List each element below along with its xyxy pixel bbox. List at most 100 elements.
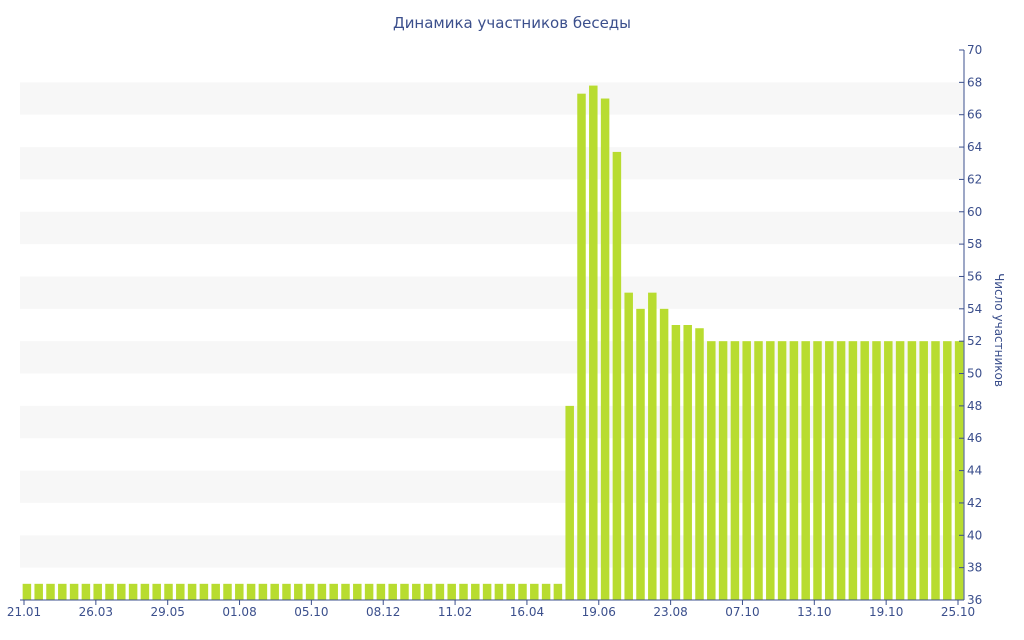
bar [671,325,681,600]
y-tick-label: 38 [967,561,982,575]
y-tick-label: 50 [967,367,982,381]
bars [22,85,964,601]
x-tick-label: 26.03 [79,605,113,619]
bar [943,341,952,600]
bar [494,583,504,600]
y-axis: 36 38 40 42 44 46 48 50 52 54 56 58 60 62 64 66 68 70 [959,43,982,607]
bar [152,583,161,600]
y-tick-label: 64 [967,140,982,154]
bar [777,341,787,600]
x-tick-label: 07.10 [725,605,759,619]
y-axis-title: Число участников [992,273,1006,387]
bar [707,341,716,600]
bar [81,583,91,600]
bar [659,308,669,600]
x-tick-label: 29.05 [151,605,185,619]
grid-band [20,535,964,568]
bar [282,583,291,600]
bar [825,341,834,600]
bar [754,341,763,600]
bar [270,583,279,600]
bar [105,583,114,600]
bar [459,583,468,600]
grid-band [20,341,964,374]
bar [907,341,917,600]
bar [246,583,256,600]
bar [813,341,822,600]
y-tick-label: 58 [967,237,982,251]
bar [789,341,799,600]
bar [836,341,846,600]
y-tick-label: 48 [967,399,982,413]
bar [518,583,527,600]
grid-band [20,82,964,115]
y-tick-label: 46 [967,431,982,445]
bar [612,151,622,601]
bar [506,583,515,600]
bar [872,341,881,600]
grid-band [20,276,964,309]
y-tick-label: 42 [967,496,982,510]
bar [400,583,409,600]
bar [530,583,539,600]
bar [176,583,185,600]
grid-band [20,470,964,503]
grid-band [20,147,964,180]
grid-bands [20,82,964,568]
x-tick-label: 05.10 [294,605,328,619]
x-tick-label: 08.12 [366,605,400,619]
bar [589,85,598,600]
bar [553,583,563,600]
bar [341,583,350,600]
bar [140,583,150,600]
bar [482,583,492,600]
x-tick-label: 01.08 [222,605,256,619]
y-tick-label: 66 [967,108,982,122]
y-tick-label: 40 [967,528,982,542]
x-tick-label: 19.06 [582,605,616,619]
bar [364,583,374,600]
x-tick-label: 19.10 [869,605,903,619]
x-tick-label: 25.10 [941,605,975,619]
y-tick-label: 60 [967,205,982,219]
bar [329,583,338,600]
y-tick-label: 62 [967,172,982,186]
y-tick-label: 68 [967,75,982,89]
bar [435,583,445,600]
bar [471,583,480,600]
bar [742,341,751,600]
bar [884,341,893,600]
bar [58,583,67,600]
bar [258,583,268,600]
bar [117,583,126,600]
bar [860,341,869,600]
bar [447,583,456,600]
y-tick-label: 44 [967,464,982,478]
bar [718,341,728,600]
bar [294,583,303,600]
bar [199,583,209,600]
bar [317,583,327,600]
bar [46,583,55,600]
bar [69,583,79,600]
bar [695,328,704,600]
bar [93,583,102,600]
bar [919,341,928,600]
bar [624,292,633,600]
x-axis: 21.01 26.03 29.05 01.08 05.10 08.12 11.02 16.04… [7,599,975,619]
bar [648,292,657,600]
bar [931,341,940,600]
bar [848,341,858,600]
bar [636,308,645,600]
bar [211,583,220,600]
bar [128,583,138,600]
bar [412,583,421,600]
bar [801,341,810,600]
bar [223,583,232,600]
bar [423,583,433,600]
bar [541,583,551,600]
y-tick-label: 52 [967,334,982,348]
x-tick-label: 11.02 [438,605,472,619]
bar [235,583,244,600]
grid-band [20,211,964,245]
